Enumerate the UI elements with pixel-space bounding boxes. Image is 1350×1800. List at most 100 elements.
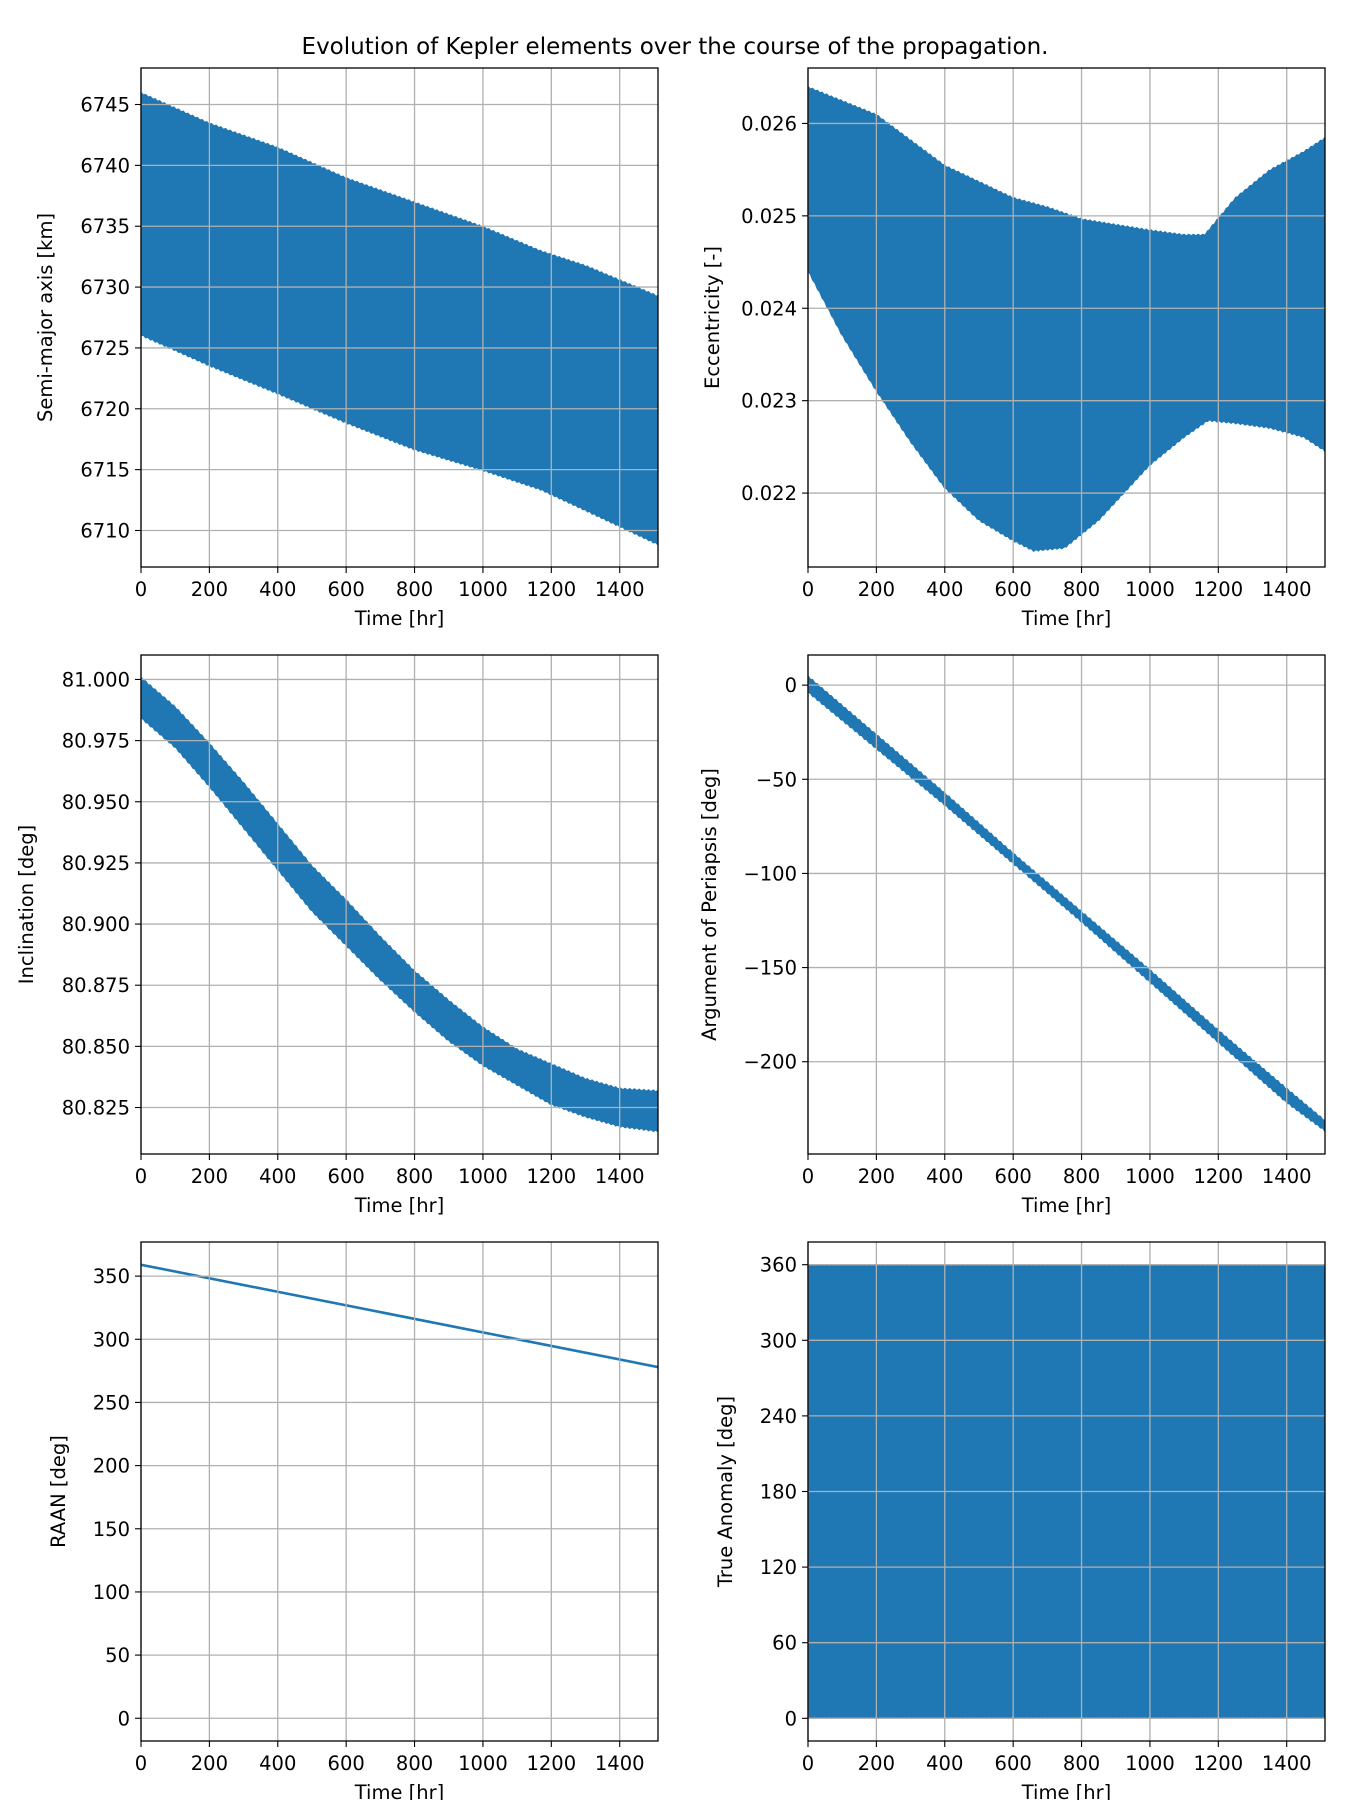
y-tick-label: 6715 [80,459,130,482]
y-tick-label: 80.925 [62,852,130,875]
y-tick-label: 0 [118,1707,130,1730]
series-band [141,675,658,1133]
y-tick-label: 50 [105,1644,130,1667]
x-tick-label: 0 [135,578,147,601]
y-tick-label: 80.975 [62,730,130,753]
x-tick-label: 400 [926,578,963,601]
y-tick-label: 6740 [80,154,130,177]
x-tick-label: 1000 [1125,1165,1175,1188]
y-tick-label: 80.875 [62,974,130,997]
y-tick-label: 6730 [80,276,130,299]
y-tick-label: 300 [93,1328,130,1351]
axes-frame [807,654,1326,1155]
y-tick-label: −150 [743,957,797,980]
subplot-2: 0 200 400 600 800 1000 1200 1400 0.022 0.023 0.024… [701,67,1326,630]
y-tick-label: 6720 [80,398,130,421]
y-tick-label: 180 [760,1481,797,1504]
y-tick-label: 200 [93,1455,130,1478]
x-tick-label: 1000 [1125,1752,1175,1775]
y-tick-label: −200 [743,1051,797,1074]
x-axis-label: Time [hr] [1021,607,1112,630]
x-tick-label: 1200 [526,1165,576,1188]
x-tick-label: 1200 [526,1752,576,1775]
x-tick-label: 1400 [595,1752,645,1775]
x-tick-label: 800 [1063,1752,1100,1775]
y-tick-label: 0.026 [741,112,797,135]
y-tick-label: 150 [93,1518,130,1541]
x-tick-label: 200 [191,578,228,601]
y-tick-label: 6745 [80,94,130,117]
x-tick-label: 0 [135,1752,147,1775]
x-tick-label: 400 [259,1165,296,1188]
x-tick-label: 600 [995,1752,1032,1775]
subplot-grid: 0 200 400 600 800 1000 1200 1400671067156720672… [15,67,1326,1800]
y-axis-label: True Anomaly [deg] [714,1396,737,1588]
plot-data [141,1263,658,1369]
series-band [808,674,1325,1133]
y-tick-label: 80.900 [62,913,130,936]
y-axis-label: Inclination [deg] [15,825,38,985]
x-tick-label: 1000 [458,1165,508,1188]
y-tick-label: 6735 [80,215,130,238]
x-tick-label: 400 [926,1165,963,1188]
series-band [808,85,1325,553]
x-tick-label: 1200 [1193,578,1243,601]
plot-data [808,674,1325,1133]
y-tick-label: 0.024 [741,297,797,320]
gridlines [807,655,1325,1154]
plot-data [141,675,658,1133]
plot-data [808,85,1325,553]
x-tick-label: 1400 [1262,1752,1312,1775]
y-tick-label: 80.825 [62,1097,130,1120]
x-tick-label: 1000 [458,1752,508,1775]
y-tick-label: 350 [93,1265,130,1288]
y-tick-label: 240 [760,1405,797,1428]
figure-title: Evolution of Kepler elements over the co… [302,34,1049,60]
axes-frame [140,1241,659,1742]
x-tick-label: 800 [396,1165,433,1188]
y-tick-label: 6710 [80,519,130,542]
y-tick-label: 120 [760,1556,797,1579]
y-tick-label: 360 [760,1254,797,1277]
y-tick-label: 0 [785,674,797,697]
y-tick-label: 80.950 [62,791,130,814]
y-axis-label: Argument of Periapsis [deg] [698,768,721,1041]
x-tick-label: 200 [858,1165,895,1188]
x-tick-label: 1400 [1262,578,1312,601]
y-tick-label: 60 [772,1632,797,1655]
plot-data [141,91,658,547]
y-axis-label: Eccentricity [-] [701,246,724,389]
y-tick-label: −50 [756,768,797,791]
y-axis-label: RAAN [deg] [47,1435,70,1548]
x-tick-label: 200 [191,1165,228,1188]
x-tick-label: 0 [135,1165,147,1188]
y-tick-label: 6725 [80,337,130,360]
x-axis-label: Time [hr] [1021,1781,1112,1800]
x-tick-label: 0 [802,1752,814,1775]
x-tick-label: 600 [995,1165,1032,1188]
x-tick-label: 800 [1063,1165,1100,1188]
axes-frame [140,654,659,1155]
x-tick-label: 600 [995,578,1032,601]
y-tick-label: 0.023 [741,390,797,413]
x-tick-label: 200 [858,1752,895,1775]
y-tick-label: 300 [760,1329,797,1352]
y-tick-label: 0.025 [741,205,797,228]
axes-frame [140,67,659,568]
subplot-1: 0 200 400 600 800 1000 1200 1400 6710 6715 6720 672… [34,67,659,630]
x-tick-label: 1200 [526,578,576,601]
series-line [141,1263,658,1369]
y-tick-label: 0 [785,1707,797,1730]
y-tick-label: 0.022 [741,482,797,505]
subplot-3: 0 200 400 600 800 1000 1200 1400 80.825 80.850 80.… [15,654,659,1217]
x-tick-label: 600 [328,1165,365,1188]
x-axis-label: Time [hr] [354,1781,445,1800]
x-tick-label: 0 [802,1165,814,1188]
x-tick-label: 1200 [1193,1752,1243,1775]
x-tick-label: 400 [259,1752,296,1775]
x-tick-label: 0 [802,578,814,601]
x-tick-label: 400 [926,1752,963,1775]
x-tick-label: 800 [396,1752,433,1775]
y-tick-label: 80.850 [62,1035,130,1058]
